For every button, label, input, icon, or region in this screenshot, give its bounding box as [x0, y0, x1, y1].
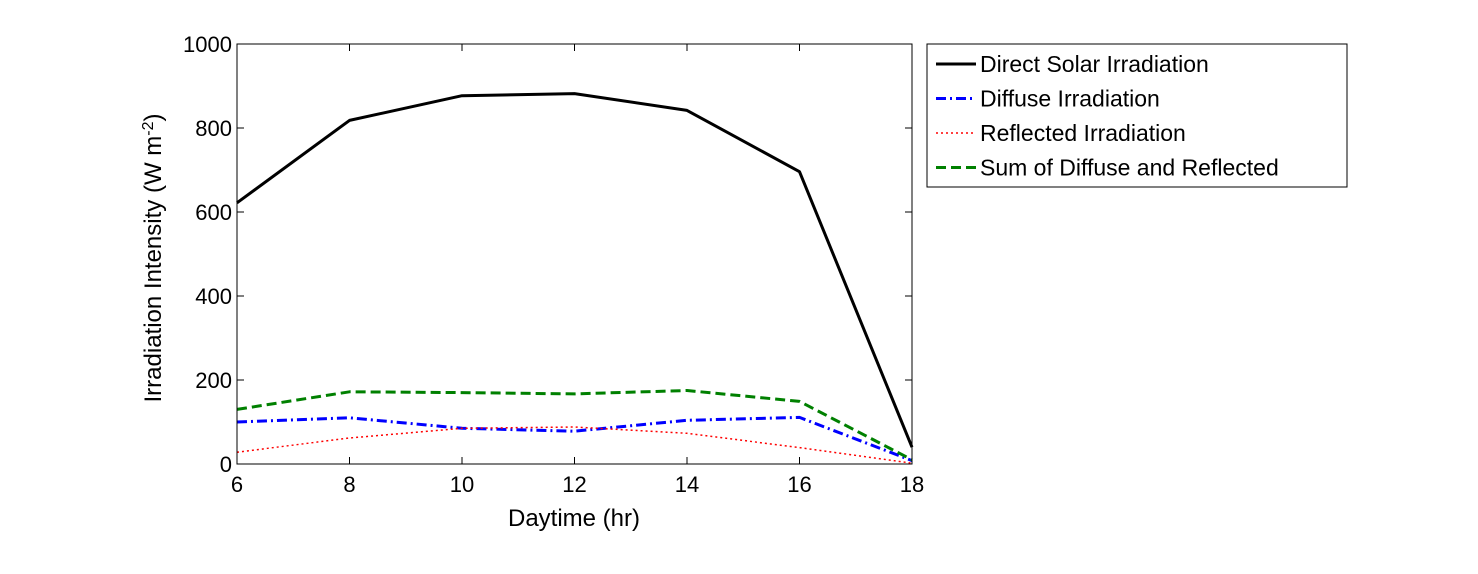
y-tick-label: 600: [195, 200, 232, 225]
series-line-2: [236, 415, 913, 463]
x-tick-label: 18: [900, 472, 924, 497]
y-axis-label-superscript: -2: [140, 121, 157, 135]
y-tick-label: 0: [220, 452, 232, 477]
legend-label-2: Diffuse Irradiation: [980, 86, 1160, 112]
x-tick-label: 6: [231, 472, 243, 497]
legend-label-4: Sum of Diffuse and Reflected: [980, 155, 1279, 181]
legend-label-1: Direct Solar Irradiation: [980, 51, 1209, 77]
x-tick-label: 12: [562, 472, 586, 497]
legend: Direct Solar Irradiation Diffuse Irradiat…: [926, 43, 1348, 188]
y-axis-label: Irradiation Intensity (W m-2): [140, 114, 168, 403]
axes: 6 8 10 12 14 16 18 0 200 400 600 800 1000: [183, 32, 924, 497]
y-tick-label: 800: [195, 116, 232, 141]
plot-area: [236, 92, 914, 464]
series-line-1: [236, 92, 914, 448]
y-tick-label: 400: [195, 284, 232, 309]
legend-box: [926, 43, 1348, 188]
y-tick-label: 200: [195, 368, 232, 393]
x-tick-label: 16: [787, 472, 811, 497]
x-axis-label: Daytime (hr): [508, 505, 640, 532]
x-tick-label: 14: [675, 472, 699, 497]
x-tick-label: 10: [450, 472, 474, 497]
series-line-4: [236, 389, 913, 462]
x-tick-label: 8: [343, 472, 355, 497]
legend-label-3: Reflected Irradiation: [980, 120, 1186, 146]
y-tick-label: 1000: [183, 32, 232, 57]
